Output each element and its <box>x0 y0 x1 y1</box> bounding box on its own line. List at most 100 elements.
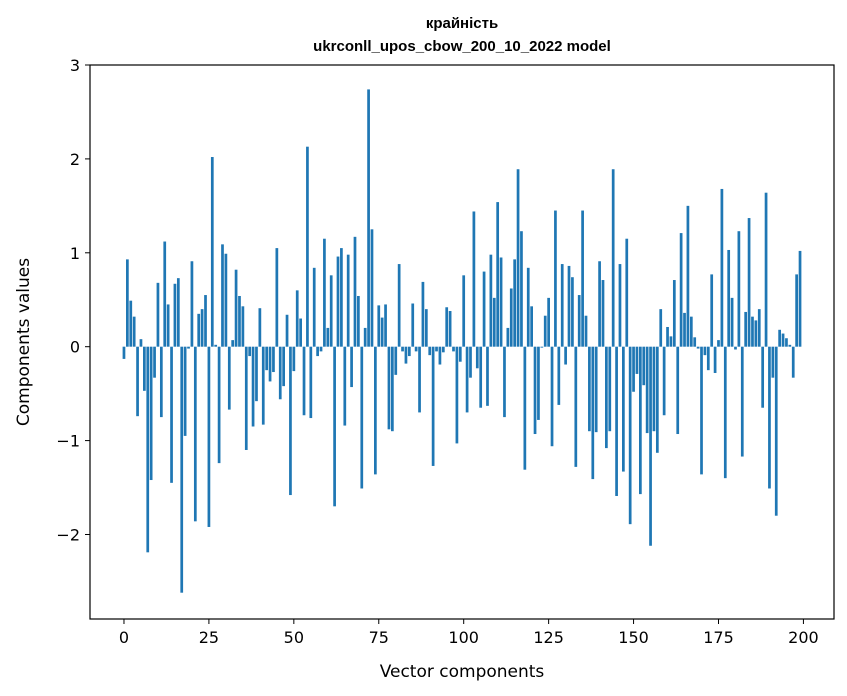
bar <box>659 309 663 347</box>
bar <box>594 346 598 433</box>
x-tick-label: 0 <box>119 628 129 647</box>
bar <box>571 277 574 347</box>
bar <box>323 238 326 347</box>
bar <box>720 188 724 347</box>
bar <box>153 346 156 378</box>
bar <box>217 346 221 464</box>
bar <box>391 346 394 432</box>
bar <box>649 346 652 546</box>
bar <box>734 346 737 350</box>
bar <box>384 304 387 347</box>
bar <box>448 311 452 347</box>
bar <box>689 316 693 347</box>
bar <box>234 269 238 347</box>
x-tick-label: 175 <box>703 628 734 647</box>
bar <box>567 265 571 347</box>
bar <box>326 327 330 347</box>
bar <box>431 346 435 466</box>
bar <box>435 346 438 352</box>
bar <box>547 297 550 347</box>
bar <box>424 309 428 347</box>
bar <box>764 192 768 347</box>
bar <box>577 295 581 347</box>
bar <box>387 346 391 430</box>
bar <box>452 346 455 352</box>
bar <box>778 329 781 347</box>
bar <box>329 275 333 347</box>
bar <box>414 346 418 352</box>
bar <box>774 346 778 516</box>
bar <box>730 297 734 347</box>
bar <box>275 248 279 347</box>
bar <box>655 346 659 453</box>
bar <box>360 346 364 489</box>
bar <box>492 297 496 347</box>
bar <box>401 346 404 352</box>
bar <box>554 210 557 347</box>
bar <box>574 346 578 467</box>
x-axis-ticks: 0 25 50 75 100 125 150 175 200 <box>119 619 819 647</box>
y-tick-label: 2 <box>70 150 80 169</box>
bar <box>703 346 707 356</box>
bar <box>132 316 136 347</box>
bar <box>316 346 319 357</box>
bar <box>652 346 656 432</box>
bar <box>357 295 360 347</box>
bar <box>469 346 472 378</box>
y-tick-label: 0 <box>70 338 80 357</box>
bar <box>530 306 533 347</box>
bar <box>173 283 177 347</box>
bar <box>122 346 126 359</box>
bar <box>336 256 340 347</box>
bar <box>244 346 248 450</box>
bar <box>744 311 748 347</box>
bar <box>248 346 252 357</box>
bar <box>615 346 618 496</box>
bar <box>292 346 296 372</box>
bar <box>791 346 795 378</box>
bar <box>676 346 680 435</box>
bar <box>149 346 153 481</box>
bar <box>204 295 207 347</box>
bar <box>700 346 703 475</box>
bar <box>306 146 309 347</box>
bar <box>482 271 486 347</box>
bar <box>241 306 245 347</box>
bar <box>696 346 700 349</box>
bar <box>407 346 411 357</box>
chart-title: крайність <box>426 15 498 32</box>
bar <box>251 346 255 427</box>
bar <box>129 300 133 347</box>
bar <box>645 346 649 434</box>
bar <box>404 346 408 364</box>
bar <box>557 346 561 405</box>
x-tick-label: 150 <box>618 628 649 647</box>
bar <box>781 333 785 347</box>
bar <box>438 346 442 365</box>
bar <box>353 236 357 347</box>
bar <box>224 253 228 347</box>
bar <box>289 346 292 496</box>
bar <box>683 312 686 347</box>
bar <box>261 346 265 425</box>
bar <box>302 346 306 416</box>
bar <box>343 346 347 426</box>
bar <box>560 264 564 347</box>
bars-group <box>122 89 802 593</box>
bar <box>693 337 697 347</box>
bar <box>462 275 466 347</box>
bar <box>193 346 197 522</box>
bar <box>411 303 415 347</box>
bar <box>628 346 632 525</box>
bar <box>584 315 588 347</box>
bar <box>187 346 190 349</box>
bar <box>706 346 710 371</box>
bar <box>455 346 459 444</box>
bar <box>475 346 479 369</box>
bar <box>601 280 605 347</box>
bar <box>611 169 615 347</box>
bar <box>227 346 231 410</box>
bar <box>550 346 554 447</box>
bar <box>499 257 503 347</box>
